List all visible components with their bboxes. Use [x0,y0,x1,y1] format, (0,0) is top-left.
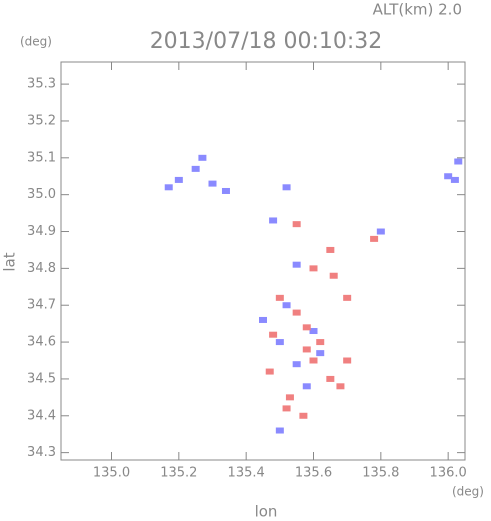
data-cell [450,176,459,183]
data-cell [221,187,230,194]
y-tick-label: 35.2 [27,113,56,128]
chart-subtitle: ALT(km) 2.0 [373,1,462,19]
data-cell [282,184,291,191]
x-axis-label: lon [255,503,278,521]
data-cell [309,328,318,335]
data-cell [299,412,308,419]
data-cell [259,316,267,323]
x-tick-label: 135.8 [362,466,399,481]
data-cell [269,331,278,338]
y-unit: (deg) [20,35,52,49]
data-cell [302,324,311,331]
data-cell [275,294,284,301]
data-cell [336,383,345,390]
data-cell [316,350,325,357]
data-cell [191,165,200,172]
data-cell [292,221,301,228]
data-cell [329,272,338,279]
y-tick-label: 35.3 [27,77,56,92]
data-cell [282,302,291,309]
data-cell [370,235,379,242]
data-cell [302,383,311,390]
y-tick-label: 34.7 [27,298,56,313]
x-tick-label: 135.0 [93,466,130,481]
data-cell [174,176,183,183]
x-unit: (deg) [452,485,484,499]
chart-title: 2013/07/18 00:10:32 [150,29,383,54]
data-cell [269,217,278,224]
y-axis-label: lat [1,252,19,271]
data-cell [292,309,301,316]
data-cell [302,346,311,353]
y-tick-label: 34.8 [27,261,56,276]
x-tick-label: 135.4 [228,466,265,481]
data-cell [282,405,291,412]
y-tick-label: 34.9 [27,224,56,239]
x-tick-label: 135.2 [160,466,197,481]
data-cell [275,339,284,346]
data-cell [208,180,217,187]
y-tick-label: 34.5 [27,371,56,386]
data-cell [309,357,318,364]
plot-frame [60,61,466,461]
y-tick-label: 35.1 [27,150,56,165]
data-cell [265,368,274,375]
data-cell [198,154,207,161]
data-cell [292,261,301,268]
x-tick-label: 136.0 [430,466,467,481]
data-cell [316,339,325,346]
x-tick-label: 135.6 [295,466,332,481]
y-tick-label: 34.6 [27,335,56,350]
data-cell [454,158,463,165]
data-cell [376,228,385,235]
data-cell [285,394,294,401]
data-cell [326,246,335,253]
data-cell [444,173,453,180]
data-cell [164,184,173,191]
data-cell [309,265,318,272]
data-cell [275,427,284,434]
y-tick-label: 35.0 [27,187,56,202]
y-tick-label: 34.4 [27,408,56,423]
data-cell [292,361,301,368]
y-tick-label: 34.3 [27,445,56,460]
data-cell [343,357,352,364]
data-cell [343,294,352,301]
data-cell [326,375,335,382]
